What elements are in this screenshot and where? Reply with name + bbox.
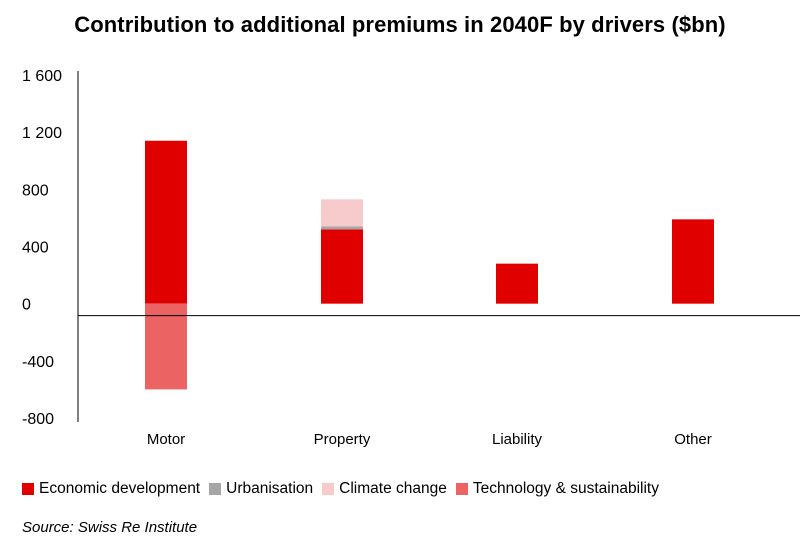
legend-label: Economic development — [39, 480, 201, 497]
legend-swatch — [322, 483, 335, 495]
bar-property-climate-change — [321, 199, 363, 227]
bar-liability-economic-development — [496, 263, 538, 304]
legend: Economic development Urbanisation Climat… — [22, 480, 668, 498]
bar-other-economic-development — [672, 219, 714, 304]
y-tick-label: 400 — [22, 240, 49, 257]
x-tick-label: Motor — [147, 431, 185, 448]
y-tick-label: 800 — [22, 182, 49, 199]
bar-motor-technology-sustainability — [145, 303, 187, 390]
legend-item-urbanisation: Urbanisation — [209, 480, 313, 498]
y-tick-label: -800 — [22, 411, 54, 428]
y-tick-label: -400 — [22, 354, 54, 371]
x-tick-label: Property — [314, 431, 371, 448]
chart-title: Contribution to additional premiums in 2… — [74, 12, 726, 37]
y-tick-label: 1 600 — [22, 68, 62, 85]
bar-property-economic-development — [321, 229, 363, 304]
legend-swatch — [209, 483, 222, 495]
bar-motor-economic-development — [145, 140, 187, 304]
chart-area: 1 600 1 200 800 400 0 -400 -800 Motor Property Li… — [22, 68, 800, 448]
x-tick-label: Other — [674, 431, 712, 448]
y-tick-label: 0 — [22, 297, 31, 314]
source-note: Source: Swiss Re Institute — [22, 519, 198, 536]
legend-swatch — [22, 483, 34, 495]
legend-label: Urbanisation — [226, 480, 314, 497]
legend-item-climate-change: Climate change — [322, 480, 447, 498]
legend-label: Climate change — [339, 480, 447, 497]
x-tick-label: Liability — [492, 431, 543, 448]
legend-label: Technology & sustainability — [472, 480, 659, 497]
legend-swatch — [455, 483, 468, 495]
legend-item-technology-sustainability: Technology & sustainability — [455, 480, 659, 498]
bar-property-urbanisation — [321, 226, 363, 230]
legend-item-economic-development: Economic development — [22, 480, 200, 498]
y-tick-label: 1 200 — [22, 125, 62, 142]
